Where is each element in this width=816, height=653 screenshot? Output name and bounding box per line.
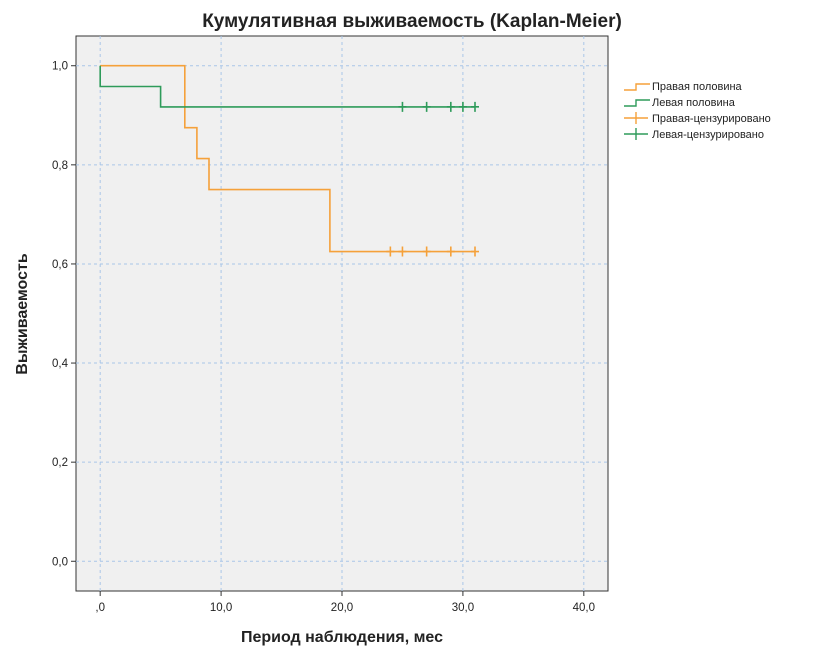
legend-cross-swatch: [624, 112, 648, 124]
censor-mark: [471, 101, 479, 112]
y-tick-label: 1,0: [52, 61, 68, 73]
legend: Правая половина Левая половина Правая-ценз…: [624, 81, 771, 141]
censor-mark: [422, 101, 431, 112]
censor-mark: [446, 101, 455, 112]
x-tick-label: 30,0: [452, 602, 474, 614]
legend-label: Левая половина: [652, 97, 736, 109]
x-tick-label: 10,0: [210, 602, 232, 614]
x-tick-label: ,0: [95, 602, 105, 614]
censor-mark: [398, 246, 407, 257]
y-tick-label: 0,2: [52, 457, 68, 469]
legend-cross-swatch: [624, 128, 648, 140]
y-tick-label: 0,6: [52, 259, 68, 271]
legend-step-swatch: [624, 83, 650, 91]
series-line-1: [100, 64, 475, 253]
y-tick-label: 0,8: [52, 160, 68, 172]
x-tick-label: 40,0: [573, 602, 595, 614]
legend-label: Правая половина: [652, 81, 743, 93]
censor-mark: [471, 246, 479, 257]
censor-mark: [446, 246, 455, 257]
legend-label: Левая-цензурировано: [652, 129, 764, 141]
axes: ,0 10,0 20,0 30,0 40,0 0,0 0,2 0,4 0,6 0,8 1,0: [52, 61, 595, 614]
series-line-2: [99, 65, 475, 108]
legend-label: Правая-цензурировано: [652, 113, 771, 125]
y-tick-label: 0,0: [52, 556, 68, 568]
censor-mark: [398, 101, 407, 112]
legend-step-swatch: [624, 99, 650, 107]
censor-mark: [458, 101, 467, 112]
x-axis-label: Период наблюдения, мес: [241, 629, 443, 646]
x-tick-label: 20,0: [331, 602, 353, 614]
censor-mark: [422, 246, 431, 257]
censor-mark: [386, 246, 395, 257]
y-axis-label: Выживаемость: [14, 253, 31, 375]
y-tick-label: 0,4: [52, 358, 69, 370]
grid: [76, 36, 608, 591]
chart-title: Кумулятивная выживаемость (Kaplan-Meier): [202, 11, 622, 32]
series-layer: [99, 64, 479, 257]
